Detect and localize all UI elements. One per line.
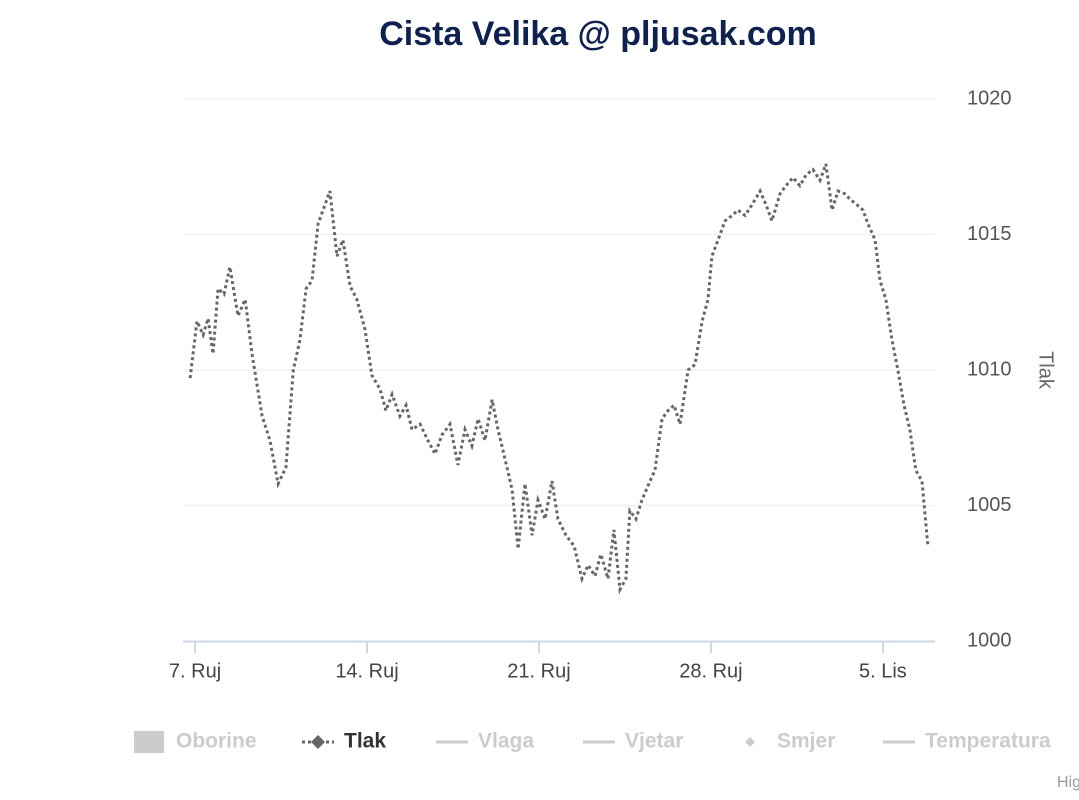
legend-symbol	[311, 735, 325, 749]
legend-label[interactable]: Smjer	[777, 730, 835, 753]
credits: Highcharts.com	[1057, 774, 1079, 791]
x-tick-label: 7. Ruj	[169, 660, 221, 682]
legend-label[interactable]: Oborine	[176, 730, 257, 753]
y-axis-title: Tlak	[1035, 351, 1057, 390]
x-tick-label: 14. Ruj	[335, 660, 398, 682]
chart-title: Cista Velika @ pljusak.com	[379, 15, 817, 53]
legend-label[interactable]: Vjetar	[625, 730, 683, 753]
legend-label[interactable]: Temperatura	[925, 730, 1051, 753]
legend-symbol	[745, 737, 755, 747]
y-tick-label: 1015	[967, 223, 1012, 245]
x-tick-label: 28. Ruj	[679, 660, 742, 682]
legend-label[interactable]: Tlak	[344, 730, 386, 753]
legend-symbol	[134, 731, 164, 753]
y-tick-label: 1000	[967, 629, 1012, 651]
y-tick-label: 1020	[967, 87, 1012, 109]
legend-label[interactable]: Vlaga	[478, 730, 534, 753]
y-tick-label: 1005	[967, 494, 1012, 516]
x-tick-label: 21. Ruj	[507, 660, 570, 682]
y-tick-label: 1010	[967, 358, 1012, 380]
pressure-line	[188, 163, 930, 595]
x-tick-label: 5. Lis	[859, 660, 907, 682]
